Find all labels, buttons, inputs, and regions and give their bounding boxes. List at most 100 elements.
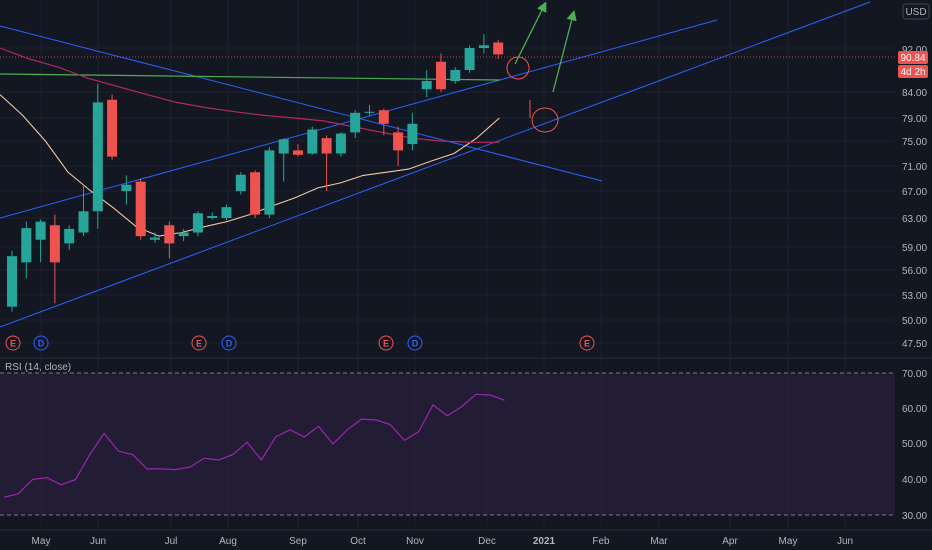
candle bbox=[450, 67, 461, 84]
countdown-value: 4d 2h bbox=[900, 67, 925, 78]
candle bbox=[335, 132, 346, 157]
candle-body bbox=[221, 207, 232, 218]
candle bbox=[278, 138, 289, 182]
event-marker-d[interactable]: D bbox=[407, 335, 423, 351]
price-tick-label: 50.00 bbox=[902, 316, 927, 327]
candle-body bbox=[164, 225, 175, 244]
event-marker-e[interactable]: E bbox=[378, 335, 394, 351]
price-tick-label: 56.00 bbox=[902, 266, 927, 277]
candlestick-series bbox=[7, 34, 504, 312]
lower-channel-line[interactable] bbox=[0, 1, 871, 328]
event-marker-e[interactable]: E bbox=[191, 335, 207, 351]
event-marker-d[interactable]: D bbox=[221, 335, 237, 351]
currency-badge[interactable]: USD bbox=[902, 3, 930, 20]
candle-body bbox=[207, 215, 218, 218]
candle-body bbox=[178, 232, 189, 237]
candle-body bbox=[450, 70, 461, 81]
candle-body bbox=[421, 81, 432, 90]
candle bbox=[321, 135, 332, 191]
candle bbox=[135, 178, 146, 240]
price-tick-label: 63.00 bbox=[902, 214, 927, 225]
candle bbox=[164, 221, 175, 259]
candle bbox=[293, 144, 303, 157]
rsi-label: RSI (14, close) bbox=[5, 362, 71, 373]
candle bbox=[264, 147, 275, 218]
candle-body bbox=[64, 228, 75, 244]
rsi-pane: 70.00 60.00 50.00 40.00 30.00 bbox=[0, 357, 932, 522]
rsi-tick-label: 70.00 bbox=[902, 369, 927, 380]
price-tick-label: 84.00 bbox=[902, 88, 927, 99]
candle bbox=[178, 228, 189, 242]
candle bbox=[121, 175, 132, 205]
descending-trendline[interactable] bbox=[0, 25, 603, 182]
candle bbox=[350, 110, 361, 139]
time-tick-label: May bbox=[32, 536, 51, 547]
event-circle bbox=[221, 335, 237, 351]
rsi-tick-label: 60.00 bbox=[902, 404, 927, 415]
candle bbox=[92, 83, 103, 229]
candle-body bbox=[278, 139, 289, 154]
candle-body bbox=[121, 184, 132, 191]
projection-arrow[interactable] bbox=[552, 9, 577, 93]
annotation-layer[interactable] bbox=[506, 1, 577, 133]
event-circle bbox=[33, 335, 49, 351]
candle bbox=[235, 172, 246, 195]
candle bbox=[64, 225, 75, 251]
event-label: D bbox=[38, 339, 45, 349]
rsi-line bbox=[3, 393, 505, 498]
rsi-band-fill bbox=[0, 373, 895, 515]
candle-body bbox=[264, 150, 275, 215]
price-tick-label: 53.00 bbox=[902, 291, 927, 302]
candle bbox=[421, 70, 432, 98]
event-label: E bbox=[10, 339, 16, 349]
candle bbox=[21, 221, 32, 279]
event-label: E bbox=[383, 339, 389, 349]
event-marker-d[interactable]: D bbox=[33, 335, 49, 351]
highlight-circle[interactable] bbox=[531, 107, 559, 133]
candle-body bbox=[21, 228, 32, 263]
price-tick-label: 59.00 bbox=[902, 243, 927, 254]
candle-body bbox=[478, 45, 489, 48]
candle bbox=[150, 232, 160, 243]
candle bbox=[49, 214, 60, 304]
countdown-tag: 4d 2h bbox=[898, 65, 928, 78]
partial-price-tag: 92.00 bbox=[902, 45, 927, 56]
candle-body bbox=[364, 111, 375, 113]
candle bbox=[464, 45, 475, 73]
rsi-tick-label: 50.00 bbox=[902, 439, 927, 450]
event-circle bbox=[191, 335, 207, 351]
rsi-tick-label: 30.00 bbox=[902, 511, 927, 522]
candle bbox=[407, 112, 418, 151]
event-label: E bbox=[196, 339, 202, 349]
candle-body bbox=[407, 123, 418, 145]
projection-arrow[interactable] bbox=[514, 1, 547, 65]
candle bbox=[207, 212, 218, 220]
time-tick-label: Aug bbox=[219, 536, 237, 547]
candle-body bbox=[107, 99, 118, 157]
candle-body bbox=[436, 61, 446, 90]
candle bbox=[478, 34, 489, 54]
event-circle bbox=[407, 335, 423, 351]
candle-body bbox=[250, 172, 261, 215]
candle bbox=[436, 53, 446, 92]
price-axis[interactable]: 50.00 53.00 56.00 59.00 63.00 67.00 71.00 75.00… bbox=[902, 88, 927, 350]
event-marker-e[interactable]: E bbox=[5, 335, 21, 351]
event-circle bbox=[5, 335, 21, 351]
candle-body bbox=[335, 133, 346, 154]
time-tick-label: Oct bbox=[350, 536, 366, 547]
candle-body bbox=[307, 129, 318, 154]
candle-body bbox=[464, 48, 475, 70]
time-axis[interactable]: May Jun Jul Aug Sep Oct Nov Dec 2021 Feb Mar Apr May… bbox=[0, 529, 932, 547]
price-tick-label: 47.50 bbox=[902, 339, 927, 350]
candle-body bbox=[393, 132, 404, 151]
time-tick-label: Mar bbox=[650, 536, 668, 547]
event-marker-e[interactable]: E bbox=[579, 335, 595, 351]
highlight-circle[interactable] bbox=[506, 56, 530, 80]
candle-body bbox=[350, 112, 361, 133]
event-label: E bbox=[584, 339, 590, 349]
candle bbox=[107, 94, 118, 160]
horizontal-resistance-line[interactable] bbox=[0, 73, 501, 81]
candle bbox=[78, 184, 89, 237]
time-tick-label: Jul bbox=[165, 536, 178, 547]
